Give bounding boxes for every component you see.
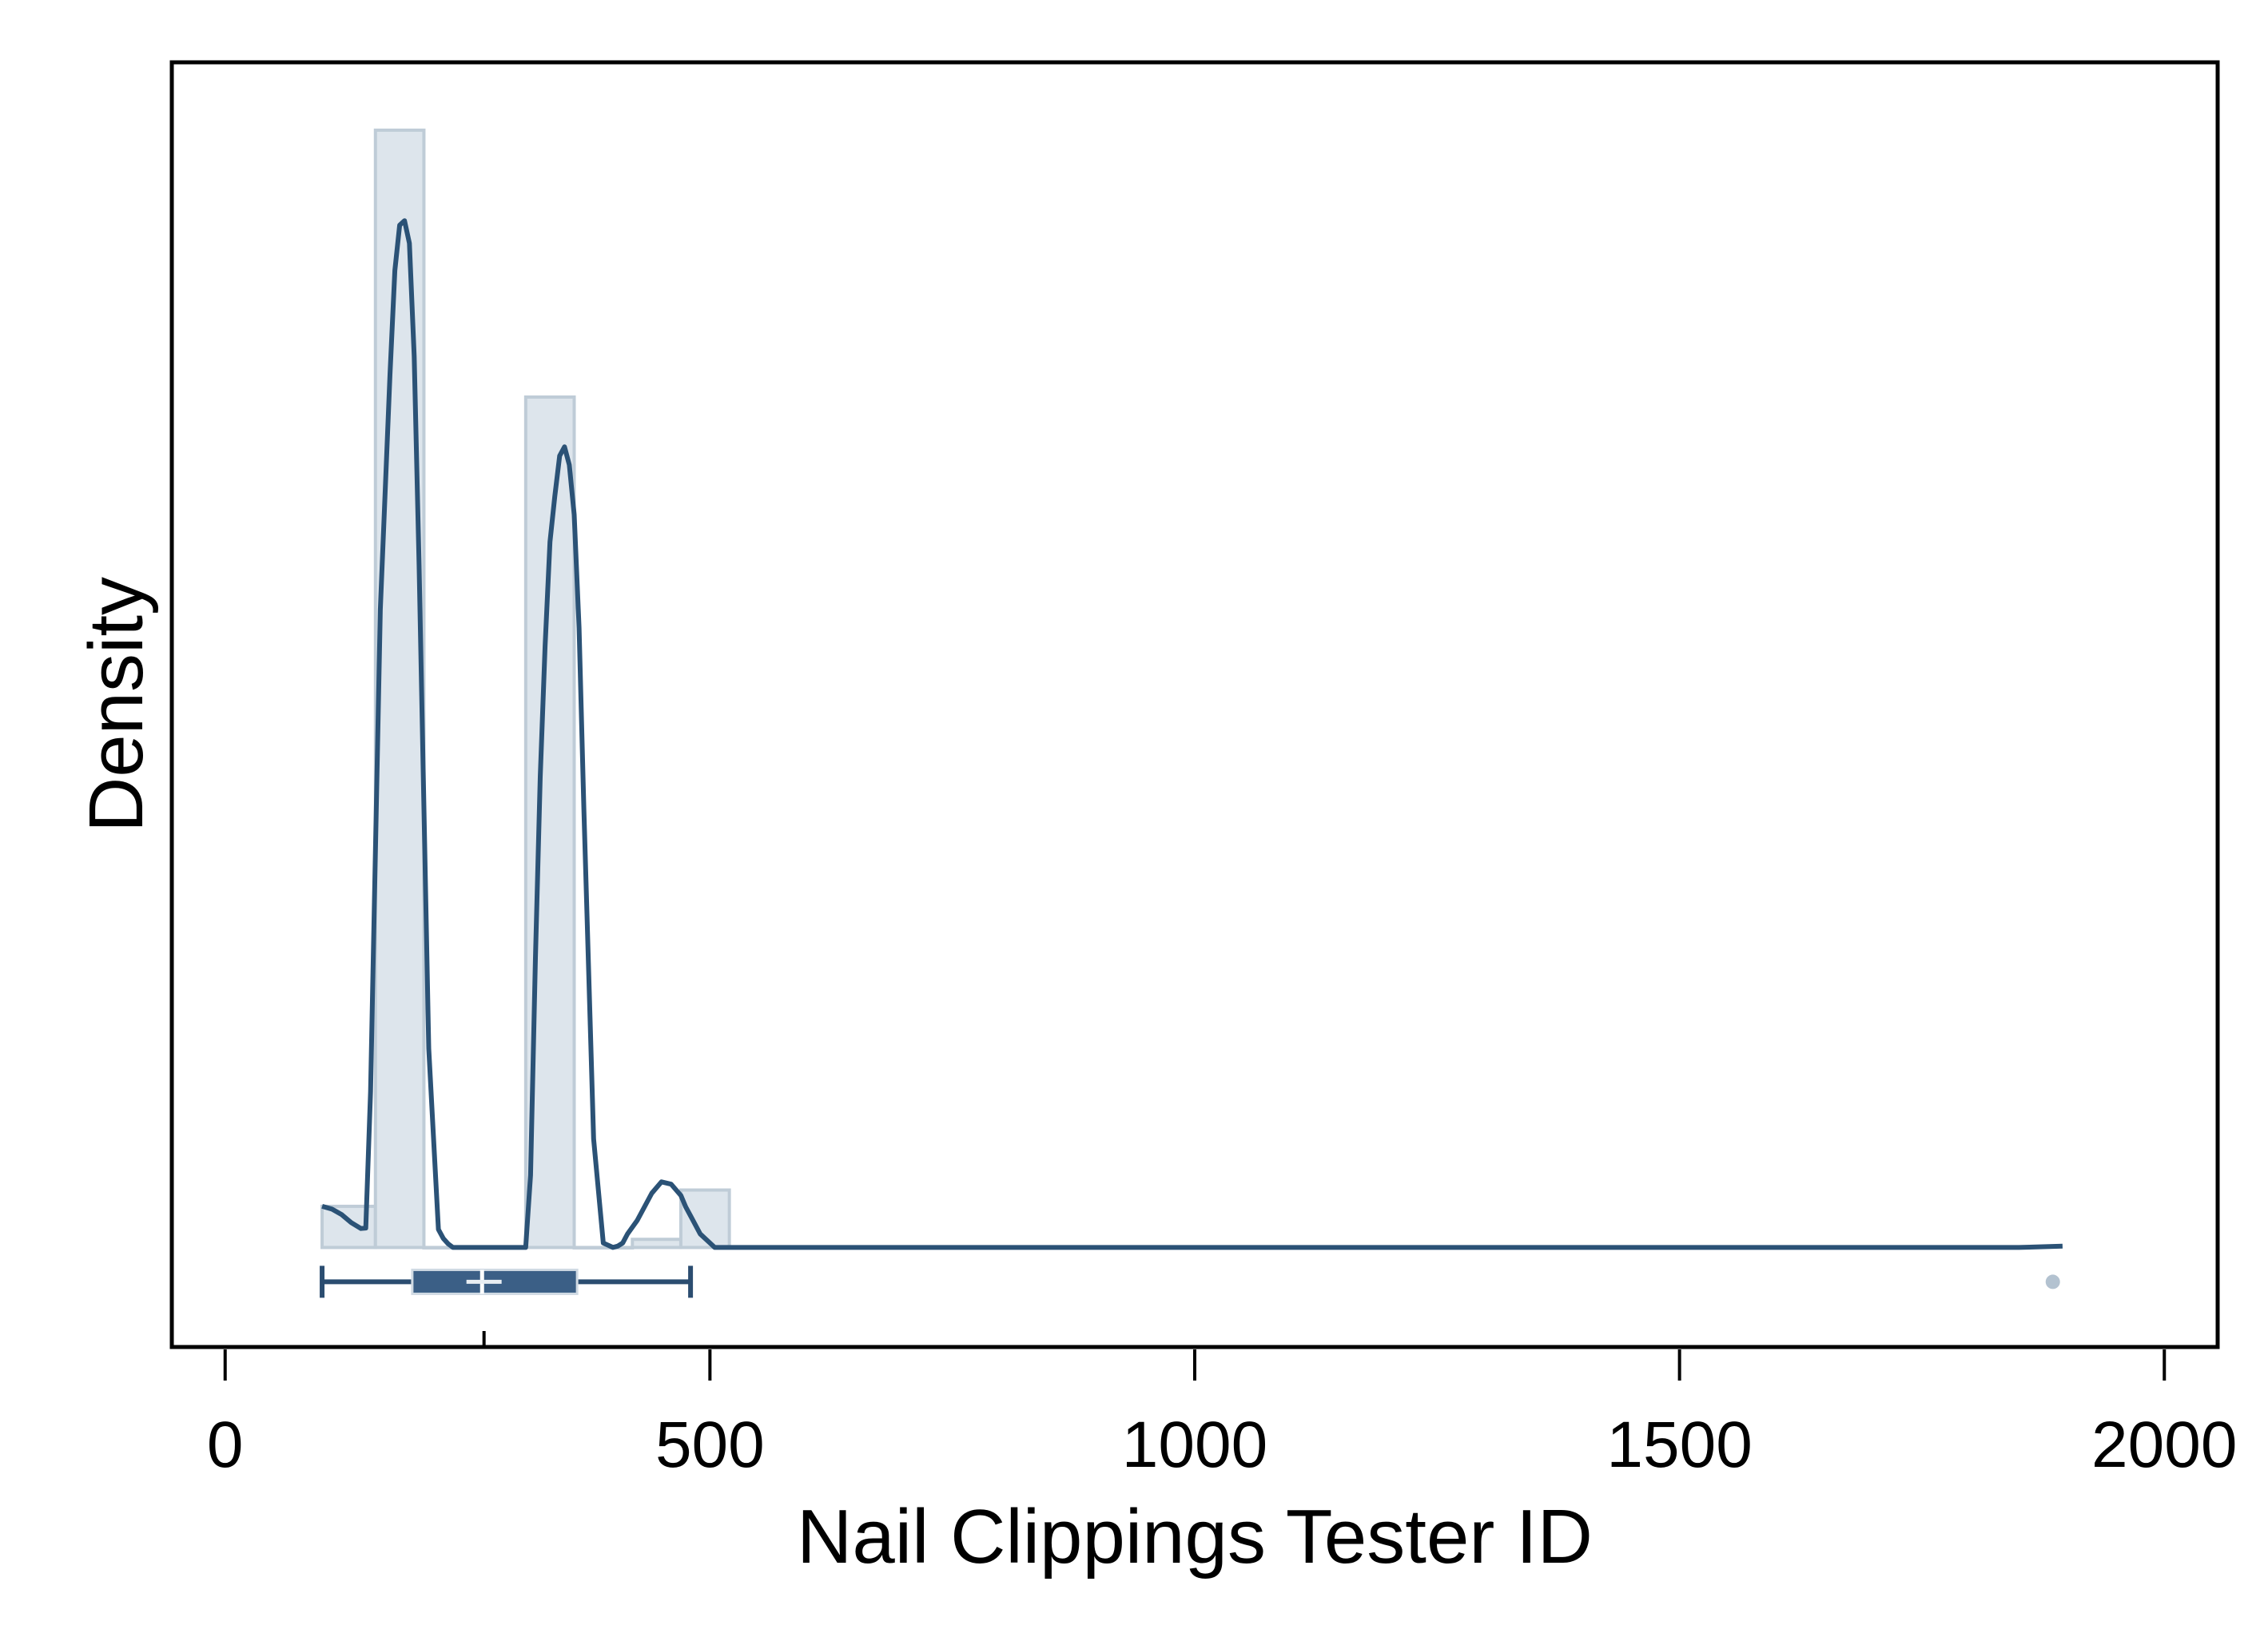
histogram-bar-5 — [631, 1238, 682, 1250]
x-tick-label-500: 500 — [655, 1409, 765, 1481]
y-axis-title: Density — [74, 577, 159, 832]
x-tick-label-1000: 1000 — [1122, 1409, 1267, 1481]
x-axis: 0 500 1000 1500 2000 — [207, 1349, 2237, 1481]
histogram-bar-1 — [373, 128, 426, 1250]
x-axis-title: Nail Clippings Tester ID — [797, 1494, 1593, 1579]
density-curve — [321, 218, 2063, 1250]
x-tick-label-2000: 2000 — [2091, 1409, 2237, 1481]
x-tick-label-0: 0 — [207, 1409, 244, 1481]
histogram-bars — [320, 128, 731, 1250]
histogram-bar-4 — [572, 1246, 635, 1250]
x-tick-label-1500: 1500 — [1606, 1409, 1752, 1481]
box-plot — [320, 1266, 2060, 1347]
plot-frame — [169, 60, 2220, 1349]
box-outlier-0 — [2045, 1274, 2060, 1289]
